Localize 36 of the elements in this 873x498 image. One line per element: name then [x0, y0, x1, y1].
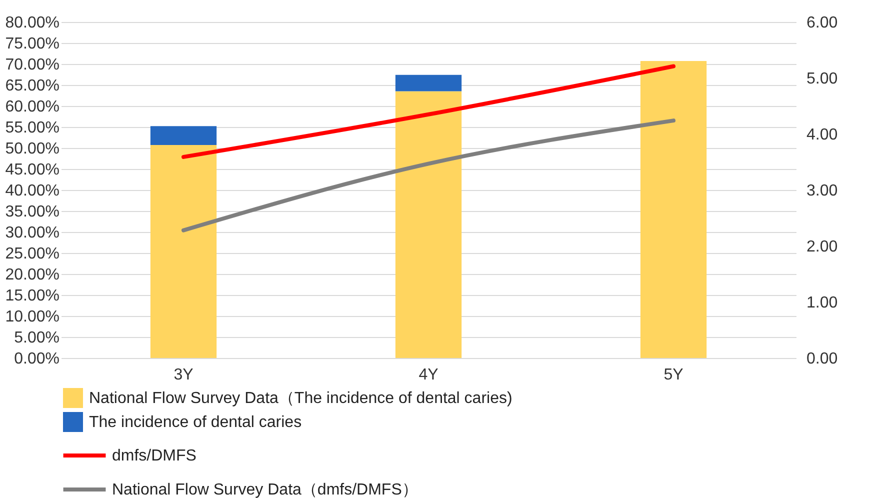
y-tick-label: 80.00% [5, 14, 60, 32]
y-tick-label: 55.00% [5, 120, 60, 136]
y-tick-label: 25.00% [5, 246, 60, 262]
y-tick-label: 35.00% [5, 204, 60, 220]
y-tick-label: 0.00% [14, 350, 60, 368]
y-tick-label: 75.00% [5, 36, 60, 52]
x-tick-label: 4Y [418, 366, 439, 384]
y2-tick-label: 6.00 [806, 14, 838, 32]
y2-tick-label: 0.00 [806, 350, 838, 368]
bar [640, 61, 707, 358]
y-tick-label: 15.00% [5, 288, 60, 304]
legend-label: National Flow Survey Data（dmfs/DMFS） [112, 482, 418, 498]
legend-label: dmfs/DMFS [112, 448, 196, 464]
y-tick-label: 70.00% [5, 56, 60, 74]
y2-tick-label: 2.00 [806, 238, 838, 256]
x-tick-label: 5Y [664, 366, 684, 384]
y-tick-label: 40.00% [5, 182, 60, 200]
bar [395, 91, 462, 358]
x-tick-label: 3Y [174, 366, 194, 384]
y-tick-label: 5.00% [14, 330, 60, 346]
y2-tick-label: 3.00 [806, 182, 838, 200]
y-tick-label: 20.00% [5, 266, 60, 284]
y-tick-label: 65.00% [5, 78, 60, 94]
y-tick-label: 10.00% [5, 308, 60, 326]
y2-tick-label: 4.00 [806, 126, 838, 144]
y-tick-label: 30.00% [5, 224, 60, 242]
bar [150, 126, 217, 146]
y-tick-label: 45.00% [5, 162, 60, 178]
bar [395, 74, 462, 92]
legend-label: The incidence of dental caries [89, 414, 302, 431]
y2-tick-label: 5.00 [806, 70, 838, 88]
y2-tick-label: 1.00 [806, 294, 838, 312]
y-tick-label: 60.00% [5, 98, 60, 116]
legend-label: National Flow Survey Data（The incidence of dental caries) [89, 390, 512, 407]
y-tick-label: 50.00% [5, 140, 60, 158]
bar [150, 145, 217, 358]
